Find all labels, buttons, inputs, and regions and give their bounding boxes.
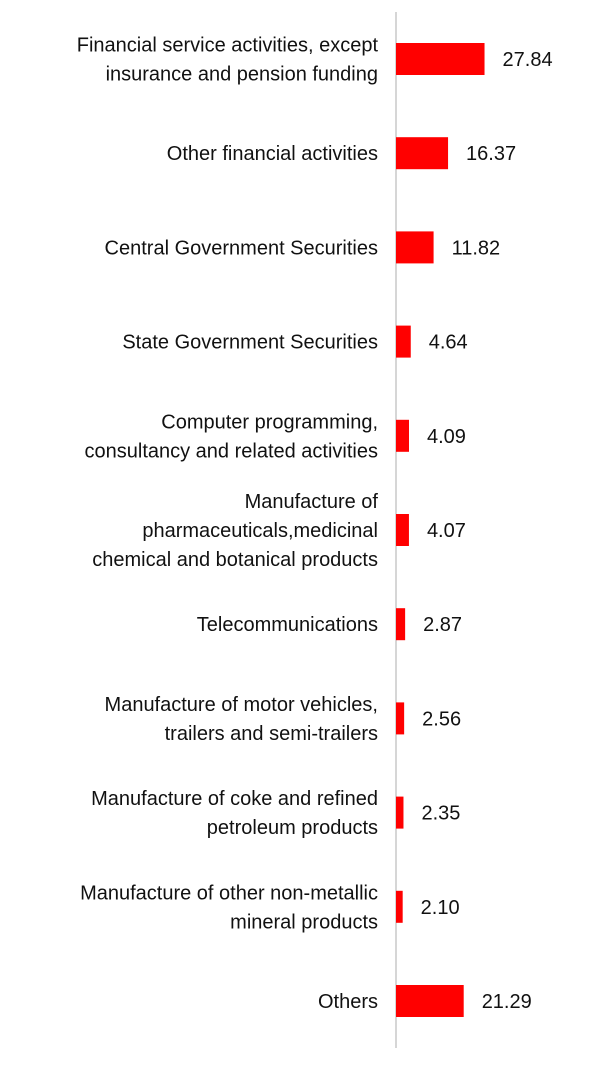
value-label: 2.35 bbox=[421, 803, 460, 825]
bar bbox=[396, 985, 464, 1017]
category-label: consultancy and related activities bbox=[85, 440, 379, 462]
bar bbox=[396, 419, 410, 452]
category-label: Manufacture of motor vehicles, bbox=[105, 694, 378, 716]
category-label: Computer programming, bbox=[161, 411, 378, 433]
value-label: 4.64 bbox=[429, 332, 468, 354]
category-label: Financial service activities, except bbox=[77, 35, 379, 57]
value-label: 4.07 bbox=[427, 520, 466, 542]
category-label: Manufacture of coke and refined bbox=[91, 788, 378, 810]
bar bbox=[396, 231, 434, 264]
value-label: 27.84 bbox=[503, 49, 553, 71]
bar bbox=[396, 702, 405, 735]
category-label: State Government Securities bbox=[122, 332, 378, 354]
value-label: 21.29 bbox=[482, 991, 532, 1013]
bar bbox=[396, 137, 449, 170]
category-label: mineral products bbox=[230, 911, 378, 933]
bar bbox=[396, 514, 409, 546]
category-labels-group: Financial service activities, except insu… bbox=[77, 35, 379, 1014]
value-label: 2.10 bbox=[421, 897, 460, 919]
category-label: Manufacture of bbox=[245, 491, 379, 513]
value-label: 16.37 bbox=[466, 143, 516, 165]
category-label: Other financial activities bbox=[167, 143, 378, 165]
category-label: chemical and botanical products bbox=[92, 549, 378, 571]
value-label: 2.56 bbox=[422, 708, 461, 730]
bar bbox=[396, 796, 404, 829]
category-label: trailers and semi-trailers bbox=[165, 723, 378, 745]
category-label: Others bbox=[318, 991, 378, 1013]
value-label: 4.09 bbox=[427, 426, 466, 448]
category-label: petroleum products bbox=[207, 817, 378, 839]
bar bbox=[396, 608, 406, 641]
category-label: pharmaceuticals,medicinal bbox=[142, 520, 378, 542]
bar bbox=[396, 43, 485, 75]
bar bbox=[396, 325, 411, 358]
value-labels-group: 27.84 16.37 11.82 4.64 4.09 4.07 2.87 2.56 2.35 2… bbox=[421, 49, 553, 1013]
value-label: 2.87 bbox=[423, 614, 462, 636]
bars-group bbox=[396, 43, 485, 1017]
category-label: insurance and pension funding bbox=[106, 64, 378, 86]
bar bbox=[396, 890, 403, 923]
category-label: Manufacture of other non-metallic bbox=[80, 882, 378, 904]
category-label: Central Government Securities bbox=[105, 237, 378, 259]
category-label: Telecommunications bbox=[197, 614, 378, 636]
value-label: 11.82 bbox=[452, 237, 501, 259]
